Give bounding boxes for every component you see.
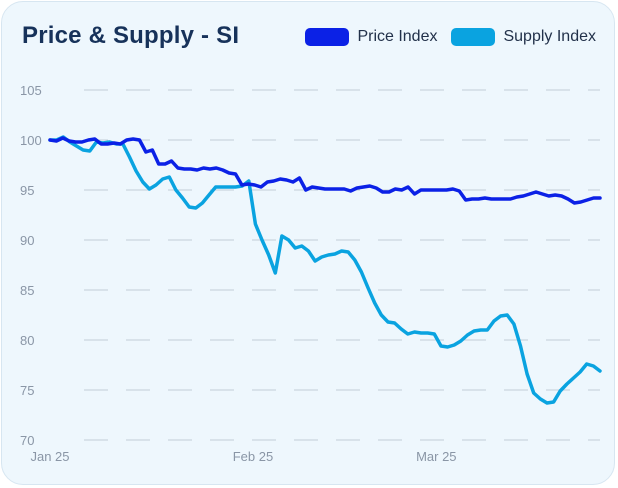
y-tick-label: 80 bbox=[20, 333, 34, 348]
y-axis-ticks: 105 100 95 90 85 80 75 70 bbox=[20, 83, 42, 448]
y-tick-label: 90 bbox=[20, 233, 34, 248]
y-tick-label: 95 bbox=[20, 183, 34, 198]
x-tick-label: Mar 25 bbox=[416, 449, 456, 464]
legend-label-price: Price Index bbox=[357, 28, 438, 45]
chart-title: Price & Supply - SI bbox=[22, 22, 240, 49]
legend-item-supply[interactable]: Supply Index bbox=[451, 28, 596, 46]
x-tick-label: Feb 25 bbox=[233, 449, 273, 464]
legend-swatch-price bbox=[305, 28, 350, 46]
y-tick-label: 100 bbox=[20, 133, 42, 148]
y-tick-label: 70 bbox=[20, 433, 34, 448]
series-line-supply-index[interactable] bbox=[48, 135, 602, 405]
legend-swatch-supply bbox=[451, 28, 496, 46]
y-tick-label: 75 bbox=[20, 383, 34, 398]
legend: Price Index Supply Index bbox=[305, 28, 596, 46]
y-tick-label: 105 bbox=[20, 83, 42, 98]
y-tick-label: 85 bbox=[20, 283, 34, 298]
series-line-price-index[interactable] bbox=[48, 136, 602, 205]
legend-item-price[interactable]: Price Index bbox=[305, 28, 437, 46]
gridlines bbox=[84, 89, 600, 441]
series-lines bbox=[48, 135, 602, 405]
legend-label-supply: Supply Index bbox=[503, 28, 596, 45]
x-axis-ticks: Jan 25 Feb 25 Mar 25 bbox=[30, 449, 456, 464]
x-tick-label: Jan 25 bbox=[30, 449, 69, 464]
